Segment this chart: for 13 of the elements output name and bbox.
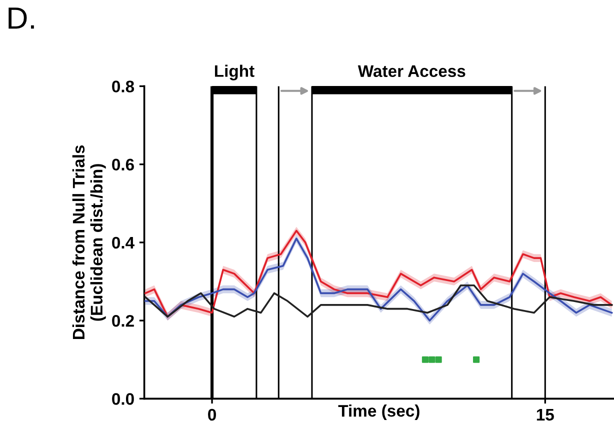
- y-tick-label: 0.8: [112, 80, 134, 92]
- series-label: Light: [214, 64, 254, 80]
- y-tick-label: 0.4: [112, 236, 134, 249]
- x-tick-label: 15: [536, 409, 554, 421]
- y-tick-label: 0.0: [112, 393, 134, 405]
- y-axis-title: Distance from Null Trials (Euclidean dist./bin): [72, 145, 106, 340]
- line-series: [144, 284, 613, 318]
- chart-title: D.: [8, 8, 34, 29]
- x-axis-title: Time (sec): [338, 404, 420, 420]
- y-tick-label: 0.2: [112, 314, 134, 327]
- x-tick-label: 0: [208, 408, 216, 421]
- y-tick-label: 0.6: [112, 158, 134, 171]
- series-label: Water Access: [358, 65, 466, 78]
